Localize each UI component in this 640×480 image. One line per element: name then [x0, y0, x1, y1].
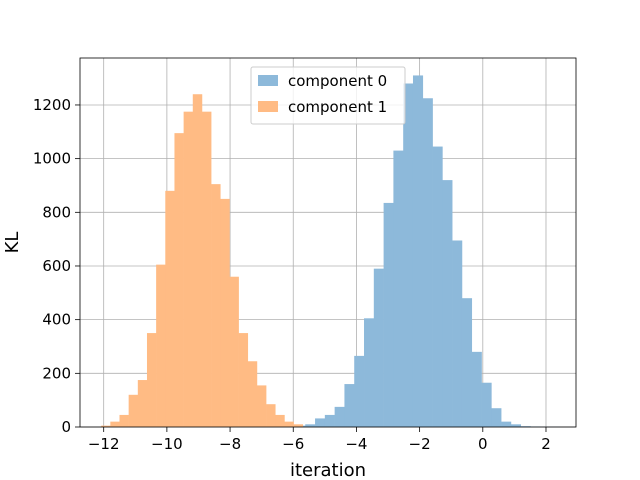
histogram-bar — [247, 361, 258, 427]
histogram-bar — [174, 133, 184, 427]
histogram-bar — [137, 380, 148, 427]
axis-ticks: −12 −10 −8 −6 −4 −2 0 2 0 200 400 600 800 1000 1200 — [33, 96, 551, 453]
bars — [101, 75, 561, 428]
histogram-bar — [510, 424, 522, 427]
x-axis-label: iteration — [290, 460, 366, 480]
histogram-bar — [266, 404, 276, 427]
histogram-bar — [383, 202, 394, 427]
histogram-bar — [432, 146, 443, 427]
x-tick-label: −8 — [219, 435, 241, 453]
histogram-bar — [156, 264, 166, 427]
x-tick-label: −6 — [282, 435, 304, 453]
histogram-bar — [275, 414, 285, 427]
histogram-bar — [256, 385, 267, 427]
histogram-bar — [491, 408, 502, 427]
legend: component 0 component 1 — [250, 66, 406, 125]
histogram-bar — [501, 421, 512, 427]
x-tick-label: 0 — [478, 435, 488, 453]
legend-swatch-component-0 — [258, 75, 278, 86]
histogram-bar — [344, 384, 355, 427]
y-tick-label: 800 — [42, 203, 71, 221]
histogram-bar — [128, 394, 139, 427]
x-tick-label: −4 — [345, 435, 367, 453]
histogram-bar — [110, 421, 120, 427]
histogram-bar — [422, 98, 433, 427]
y-tick-label: 0 — [61, 418, 71, 436]
histogram-bar — [201, 111, 212, 427]
histogram-bar — [461, 298, 473, 427]
histogram-bar — [229, 276, 239, 427]
legend-label-component-1: component 1 — [288, 98, 387, 116]
x-tick-label: −2 — [409, 435, 431, 453]
histogram-bar — [324, 414, 335, 427]
histogram-bar — [211, 184, 221, 427]
legend-box — [250, 66, 406, 125]
plot-frame — [79, 57, 577, 428]
histogram-bar — [334, 406, 345, 427]
histogram-bar — [192, 94, 203, 427]
histogram-bar — [146, 333, 157, 427]
histogram-bar — [354, 355, 365, 427]
series-component-1 — [101, 94, 304, 427]
histogram-bar — [101, 425, 111, 427]
histogram-bar — [520, 426, 531, 427]
series-component-0 — [285, 75, 561, 428]
y-tick-label: 1000 — [33, 150, 71, 168]
y-tick-label: 600 — [42, 257, 71, 275]
histogram-bar — [305, 424, 316, 427]
histogram-bar — [315, 418, 326, 427]
x-tick-label: −12 — [88, 435, 120, 453]
histogram-bar — [481, 382, 492, 427]
histogram-bar — [373, 268, 384, 427]
y-tick-label: 400 — [42, 311, 71, 329]
histogram-bar — [442, 180, 453, 427]
histogram-bar — [220, 198, 230, 427]
x-tick-label: 2 — [541, 435, 551, 453]
histogram-bar — [403, 83, 414, 428]
legend-swatch-component-1 — [258, 101, 278, 112]
y-tick-label: 200 — [42, 364, 71, 382]
histogram-bar — [293, 424, 304, 427]
histogram-bar — [165, 190, 175, 427]
histogram-bar — [183, 111, 194, 427]
histogram-bar — [452, 240, 463, 427]
x-tick-label: −10 — [151, 435, 183, 453]
histogram-bar — [238, 333, 249, 427]
y-axis-label: KL — [2, 232, 23, 254]
legend-label-component-0: component 0 — [288, 72, 387, 90]
histogram-bar — [393, 150, 404, 427]
histogram-bar — [119, 414, 129, 427]
histogram-bar — [471, 351, 482, 427]
histogram-bar — [284, 421, 294, 427]
histogram-bar — [364, 318, 375, 427]
histogram-bar — [412, 75, 424, 427]
y-tick-label: 1200 — [33, 96, 71, 114]
